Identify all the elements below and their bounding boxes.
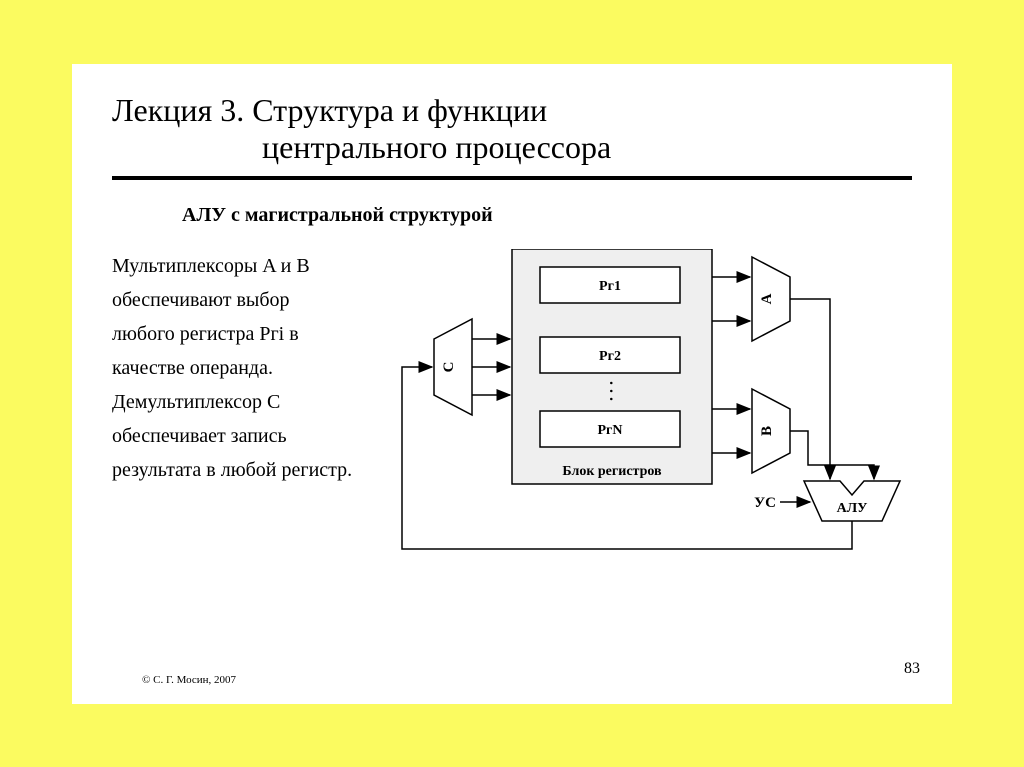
reg-r1-label: Рг1 <box>599 279 621 294</box>
subtitle: АЛУ с магистральной структурой <box>182 204 912 227</box>
copyright: © С. Г. Мосин, 2007 <box>142 674 236 686</box>
edge-a-alu <box>790 299 830 479</box>
register-block-label: Блок регистров <box>562 464 662 479</box>
diagram-svg: Блок регистров Рг1 Рг2 . . . РгN C A B <box>372 249 912 589</box>
edge-b-alu <box>790 431 874 479</box>
title-line-1: Лекция 3. Структура и функции <box>112 92 912 129</box>
page-number: 83 <box>904 660 920 678</box>
reg-r2-label: Рг2 <box>599 349 621 364</box>
us-label: УС <box>754 495 776 511</box>
mux-a-label: A <box>759 293 775 304</box>
body-row: Мультиплексоры A и B обеспечивают выбор … <box>112 249 912 589</box>
demux-c-label: C <box>441 361 457 372</box>
description-text: Мультиплексоры A и B обеспечивают выбор … <box>112 249 354 487</box>
alu-diagram: Блок регистров Рг1 Рг2 . . . РгN C A B <box>372 249 912 589</box>
title-divider <box>112 176 912 180</box>
title-line-2: центрального процессора <box>112 129 912 166</box>
mux-b-label: B <box>759 425 775 435</box>
slide: Лекция 3. Структура и функции центрально… <box>72 64 952 704</box>
reg-dots: . . . <box>606 381 623 401</box>
alu-label: АЛУ <box>837 501 868 516</box>
reg-rn-label: РгN <box>597 423 622 438</box>
